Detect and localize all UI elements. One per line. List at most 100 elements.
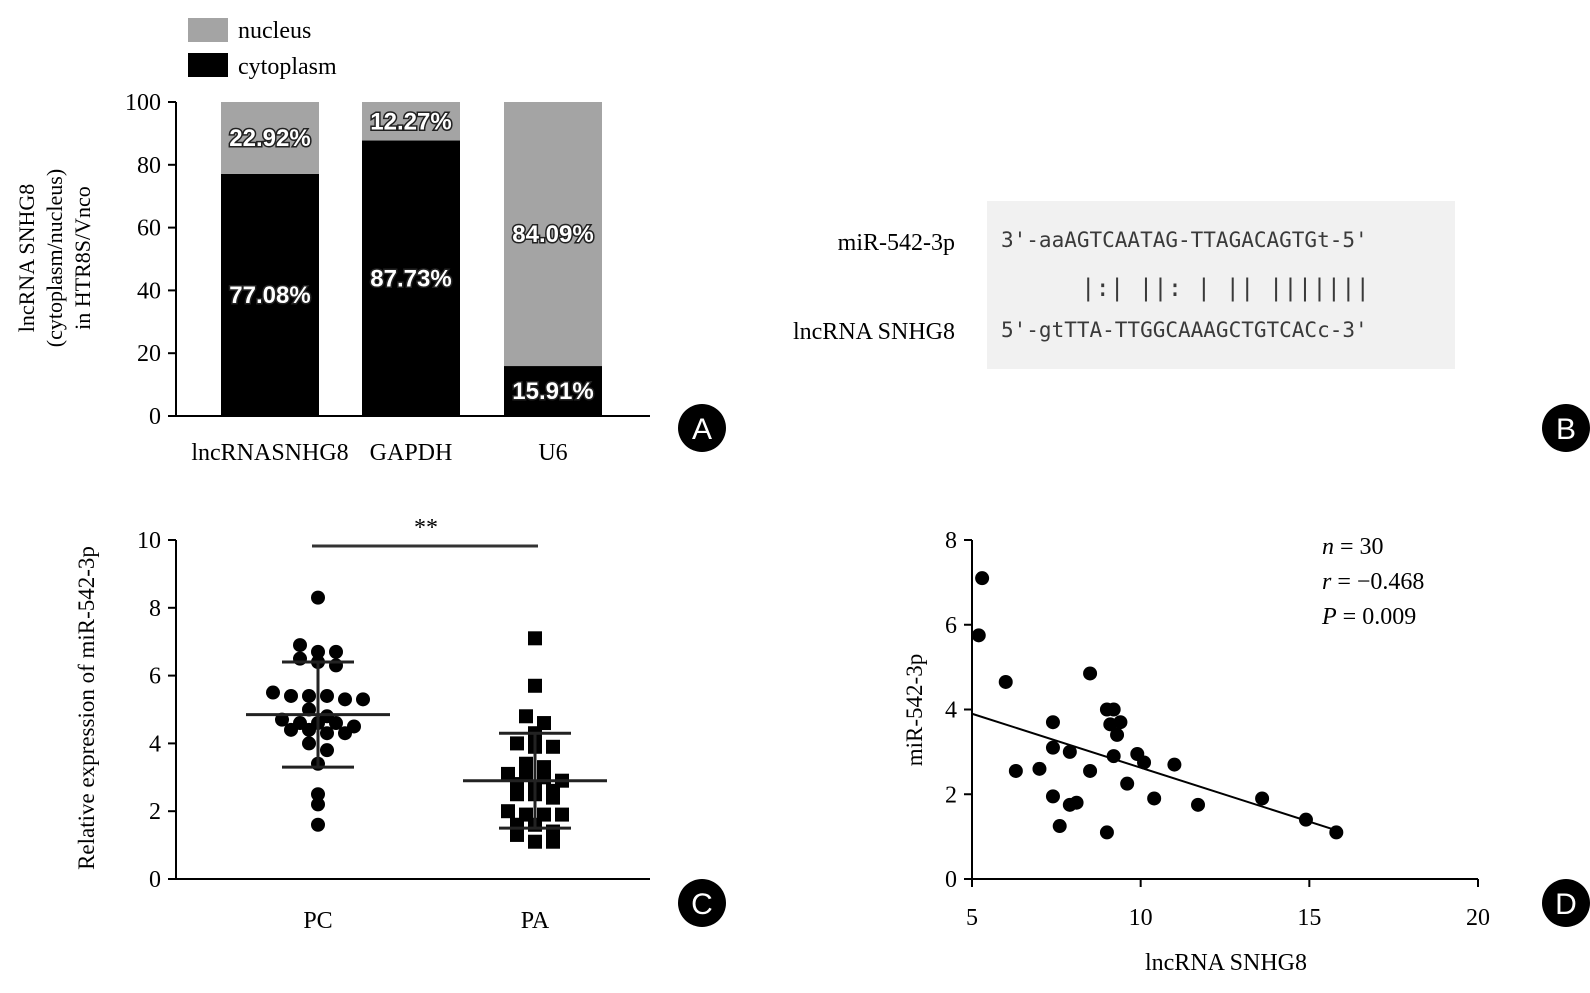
panel-badge-d-text: D — [1555, 888, 1577, 921]
data-point — [1298, 812, 1313, 827]
data-point — [998, 674, 1013, 689]
label-nucleus-pct: 12.27% — [370, 108, 451, 135]
stat-n-symbol: n — [1322, 534, 1334, 560]
panel-label-d: D — [1542, 879, 1590, 927]
point-pa — [546, 834, 560, 849]
point-pa — [510, 827, 524, 842]
data-point — [1083, 666, 1098, 681]
label-cytoplasm-pct: 87.73% — [370, 265, 451, 292]
data-point — [1255, 791, 1270, 806]
y-tick-label: 80 — [137, 153, 161, 179]
bar-cytoplasm — [504, 366, 602, 416]
point-pc — [311, 787, 325, 802]
data-point — [1052, 819, 1067, 834]
y-axis-ticks: 0 2 4 6 8 10 — [137, 528, 176, 893]
x-tick-label: 15 — [1297, 905, 1321, 931]
panel-badge-b — [1542, 404, 1590, 452]
x-axis-ticks: 5 10 15 20 — [966, 879, 1490, 931]
panel-badge-c-text: C — [691, 888, 713, 921]
point-pa — [546, 739, 560, 754]
point-pa — [546, 790, 560, 805]
data-point — [971, 628, 986, 643]
data-point — [1069, 795, 1084, 810]
point-pc — [320, 743, 334, 758]
panel-label-b: B — [1542, 404, 1590, 452]
point-pa — [501, 804, 515, 819]
y-tick-label: 6 — [945, 613, 957, 639]
data-point — [1120, 776, 1135, 791]
stat-n-value: = 30 — [1334, 534, 1384, 560]
bar-cytoplasm — [221, 173, 319, 416]
point-pc — [311, 797, 325, 812]
stat-n: n = 30 — [1322, 534, 1384, 560]
regression-line — [971, 712, 1337, 832]
x-tick-label: 20 — [1466, 905, 1490, 931]
panel-badge-a — [678, 404, 726, 452]
y-tick-label: 4 — [149, 731, 161, 757]
data-point — [1167, 757, 1182, 772]
y-axis-title: lncRNA SNHG8 (cytoplasm/nucleus) in HTR8… — [14, 169, 95, 347]
x-axis-labels: lncRNASNHG8 GAPDH U6 — [191, 440, 567, 466]
point-pc — [311, 644, 325, 659]
y-tick-label: 2 — [149, 799, 161, 825]
point-pa — [528, 678, 542, 693]
stat-p: P = 0.009 — [1321, 604, 1416, 630]
y-axis-title-line-3: in HTR8S/Vnco — [70, 186, 95, 330]
legend-label-cytoplasm: cytoplasm — [238, 54, 337, 80]
x-tick-label: U6 — [538, 440, 567, 466]
data-point — [1045, 715, 1060, 730]
label-nucleus-pct: 84.09% — [512, 221, 593, 248]
x-tick-label: 5 — [966, 905, 978, 931]
point-pc — [320, 688, 334, 703]
y-axis-title: miR-542-3p — [902, 654, 927, 766]
point-pc — [302, 722, 316, 737]
data-point — [1137, 755, 1152, 770]
bars — [221, 102, 602, 416]
panel-a-stacked-bar-chart: nucleus cytoplasm lncRNA SNHG8 (cytoplas… — [14, 18, 726, 466]
mirna-label: miR-542-3p — [838, 230, 955, 256]
y-axis-ticks: 0 20 40 60 80 100 — [125, 90, 176, 430]
point-pc — [302, 702, 316, 717]
legend-label-nucleus: nucleus — [238, 18, 311, 44]
sequence-box — [987, 201, 1455, 369]
point-pa — [555, 807, 569, 822]
stat-r-value: = −0.468 — [1331, 569, 1424, 595]
data-point — [1329, 825, 1344, 840]
x-tick-label: 10 — [1129, 905, 1153, 931]
stat-p-symbol: P — [1321, 604, 1337, 630]
data-points — [266, 590, 569, 849]
panel-label-c: C — [678, 879, 726, 927]
data-point — [975, 571, 990, 586]
y-axis-title-line-1: lncRNA SNHG8 — [14, 184, 39, 333]
label-cytoplasm-pct: 77.08% — [229, 282, 310, 309]
point-pc — [293, 638, 307, 653]
label-nucleus-pct: 22.92% — [229, 125, 310, 152]
data-point — [1062, 744, 1077, 759]
bar-nucleus — [362, 102, 460, 141]
y-tick-label: 20 — [137, 341, 161, 367]
y-tick-label: 10 — [137, 528, 161, 554]
percentage-labels: 77.08% 22.92% 87.73% 12.27% 15.91% 84.09% — [228, 107, 595, 407]
point-pc — [311, 590, 325, 605]
x-tick-label: lncRNASNHG8 — [191, 440, 348, 466]
y-tick-label: 0 — [149, 404, 161, 430]
x-tick-label: PA — [521, 908, 550, 934]
point-pc — [329, 658, 343, 673]
point-pc — [311, 817, 325, 832]
panel-badge-a-text: A — [692, 413, 712, 446]
stat-r: r = −0.468 — [1322, 569, 1424, 595]
data-point — [1099, 825, 1114, 840]
y-tick-label: 4 — [945, 698, 957, 724]
data-points — [971, 571, 1344, 840]
bar-nucleus — [504, 102, 602, 367]
x-tick-label: GAPDH — [370, 440, 453, 466]
y-tick-label: 8 — [945, 528, 957, 554]
data-point — [1032, 761, 1047, 776]
point-pc — [302, 736, 316, 751]
point-pc — [302, 688, 316, 703]
label-cytoplasm-pct: 15.91% — [512, 378, 593, 405]
y-tick-label: 100 — [125, 90, 161, 116]
point-pa — [528, 834, 542, 849]
y-tick-label: 0 — [149, 867, 161, 893]
panel-label-a: A — [678, 404, 726, 452]
